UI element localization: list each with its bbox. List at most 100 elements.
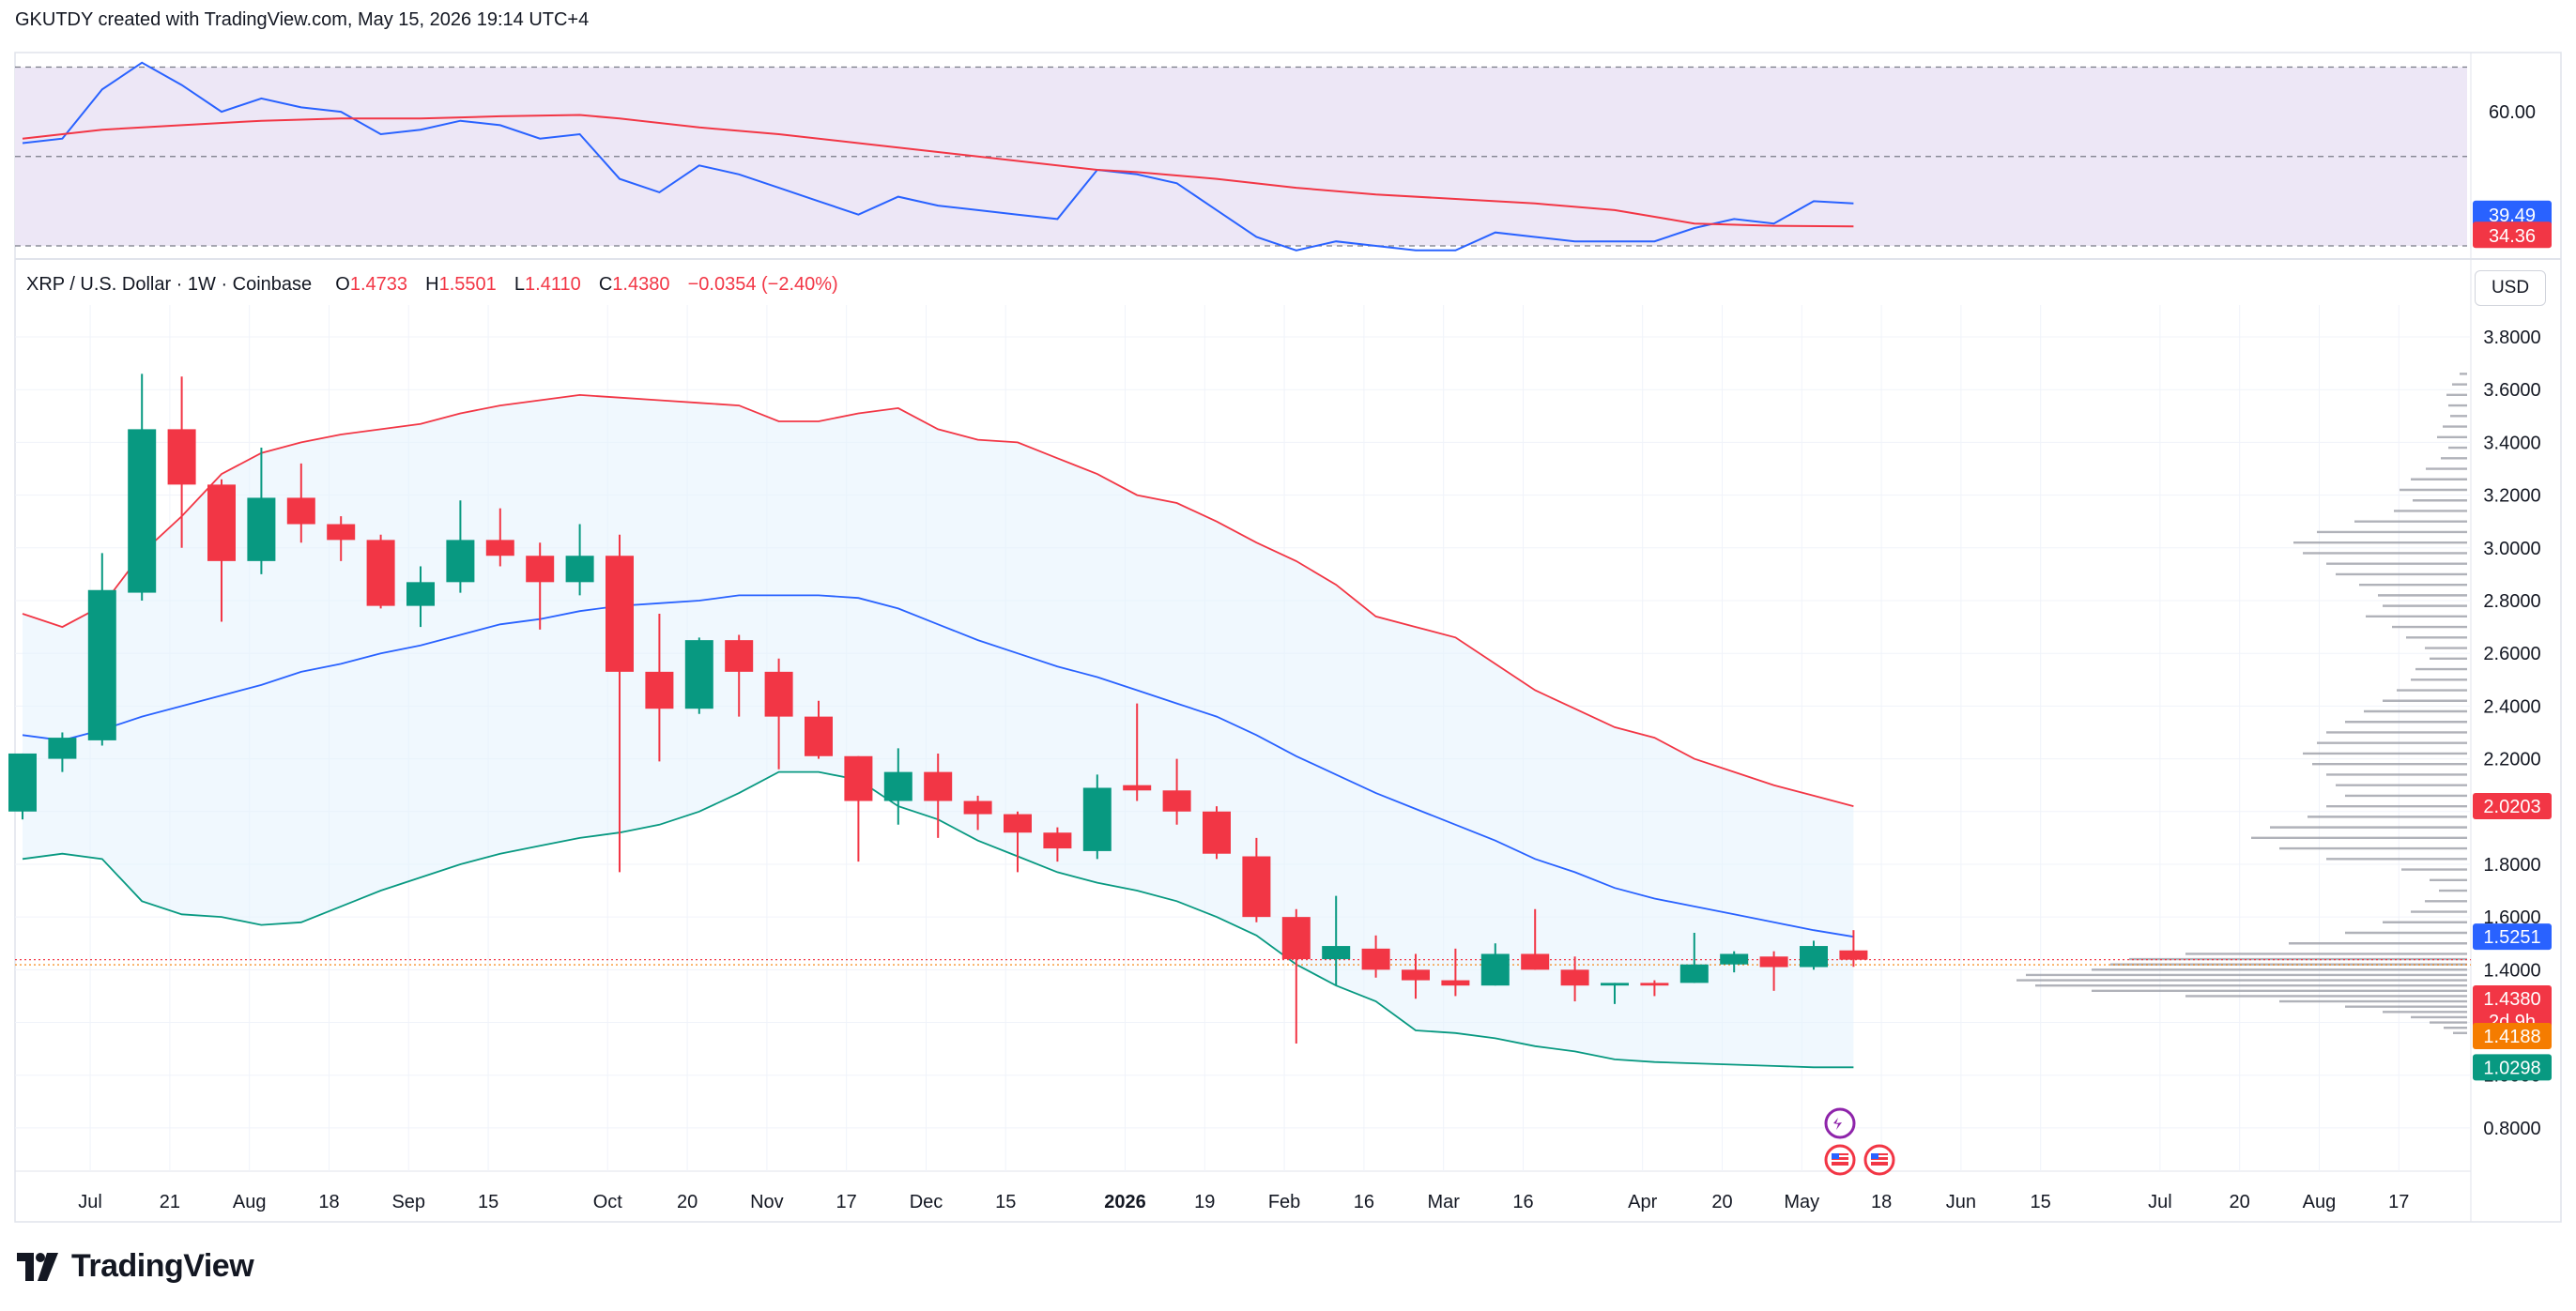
price-tag-bg [2473,923,2552,951]
candle-body [1281,917,1311,960]
candle[interactable] [366,534,395,609]
currency-selector[interactable]: USD [2475,270,2546,306]
time-tick-label: 17 [2388,1192,2409,1212]
candle[interactable] [1162,758,1191,825]
candle-body [1043,832,1072,849]
candle[interactable] [167,376,196,548]
candle-body [1162,790,1191,812]
candle-body [1441,980,1470,986]
candle[interactable] [207,479,236,622]
candle[interactable] [1480,943,1510,986]
candle[interactable] [1361,935,1390,978]
candle-body [1800,946,1828,968]
change-value: −0.0354 (−2.40%) [687,274,838,295]
candle[interactable] [963,795,992,831]
candle[interactable] [924,753,953,838]
us-flag-event-icon[interactable] [1863,1144,1895,1176]
price-tick-label: 3.4000 [2483,433,2540,453]
candle[interactable] [327,516,356,561]
candle[interactable] [883,748,912,825]
candle-body [1521,953,1550,970]
candle-body [1203,811,1231,854]
candle-body [844,755,873,801]
time-tick-label: Apr [1628,1192,1657,1212]
candle[interactable] [406,566,435,628]
dividend-sparkle-icon[interactable] [1824,1107,1856,1139]
candle[interactable] [247,448,276,574]
price-tick-label: 3.0000 [2483,539,2540,559]
candle[interactable] [1560,956,1589,1002]
rsi_ma-value-tag: 34.36 [2473,221,2552,249]
candle-body [565,556,594,583]
candle[interactable] [1521,908,1550,970]
candle[interactable] [1759,951,1788,991]
candle[interactable] [645,614,674,762]
candle-body [1640,983,1669,986]
candle[interactable] [1281,908,1311,1044]
price-tag-label: 1.4188 [2483,1027,2540,1047]
candle-body [1679,964,1709,983]
candle[interactable] [286,463,315,543]
candle[interactable] [485,508,514,567]
time-tick-label: 20 [1711,1192,1732,1212]
candle[interactable] [1402,953,1430,999]
price-tick-label: 2.8000 [2483,591,2540,612]
candle[interactable] [1720,951,1749,973]
time-tick-label: 18 [318,1192,339,1212]
price-tick-label: 3.8000 [2483,328,2540,348]
candle[interactable] [526,542,555,630]
time-tick-label: 15 [995,1192,1016,1212]
tradingview-logo[interactable]: TradingView [17,1248,254,1285]
candle-body [167,429,196,485]
open-value: 1.4733 [349,274,408,295]
candle-body [406,582,435,606]
candle-body [128,429,157,593]
candle[interactable] [844,755,873,862]
candle[interactable] [764,658,793,770]
candle[interactable] [1679,933,1709,983]
candle-body [764,671,793,717]
candle[interactable] [606,534,634,873]
candle[interactable] [1043,827,1072,862]
candle[interactable] [1800,940,1828,970]
candle[interactable] [1601,983,1629,1004]
candle[interactable] [565,524,594,596]
candle[interactable] [1242,837,1271,922]
tradingview-logo-icon [17,1252,62,1281]
candle[interactable] [1322,895,1351,986]
candle[interactable] [1004,811,1032,873]
candle[interactable] [1839,930,1868,968]
candle[interactable] [1441,948,1470,997]
time-tick-label: 17 [836,1192,857,1212]
time-tick-label: Sep [391,1192,425,1212]
candle[interactable] [725,634,754,717]
high-value: 1.5501 [438,274,497,295]
candle[interactable] [8,753,37,820]
candle[interactable] [684,637,713,714]
candle-body [924,771,953,801]
us-flag-event-icon[interactable] [1824,1144,1856,1176]
candle[interactable] [805,700,833,759]
time-tick-label: 21 [160,1192,180,1212]
candle[interactable] [87,553,116,746]
close-label: C [598,274,613,295]
open-label: O [335,274,350,295]
candle[interactable] [1640,980,1669,997]
candle[interactable] [1123,703,1152,801]
candle[interactable] [446,500,475,593]
candle[interactable] [1203,806,1231,860]
candle[interactable] [48,732,77,772]
symbol-title[interactable]: XRP / U.S. Dollar · 1W · Coinbase [26,274,313,295]
time-tick-label: May [1784,1192,1819,1212]
low-value: 1.4110 [525,274,581,295]
candle[interactable] [128,373,157,601]
candle[interactable] [1082,774,1112,860]
candle-body [327,524,356,541]
candle-body [526,556,555,583]
time-tick-label: 18 [1871,1192,1892,1212]
chart-attribution: GKUTDY created with TradingView.com, May… [15,9,590,30]
candle-body [883,771,912,801]
event-icons[interactable] [1824,1107,1895,1176]
candle-body [485,540,514,556]
